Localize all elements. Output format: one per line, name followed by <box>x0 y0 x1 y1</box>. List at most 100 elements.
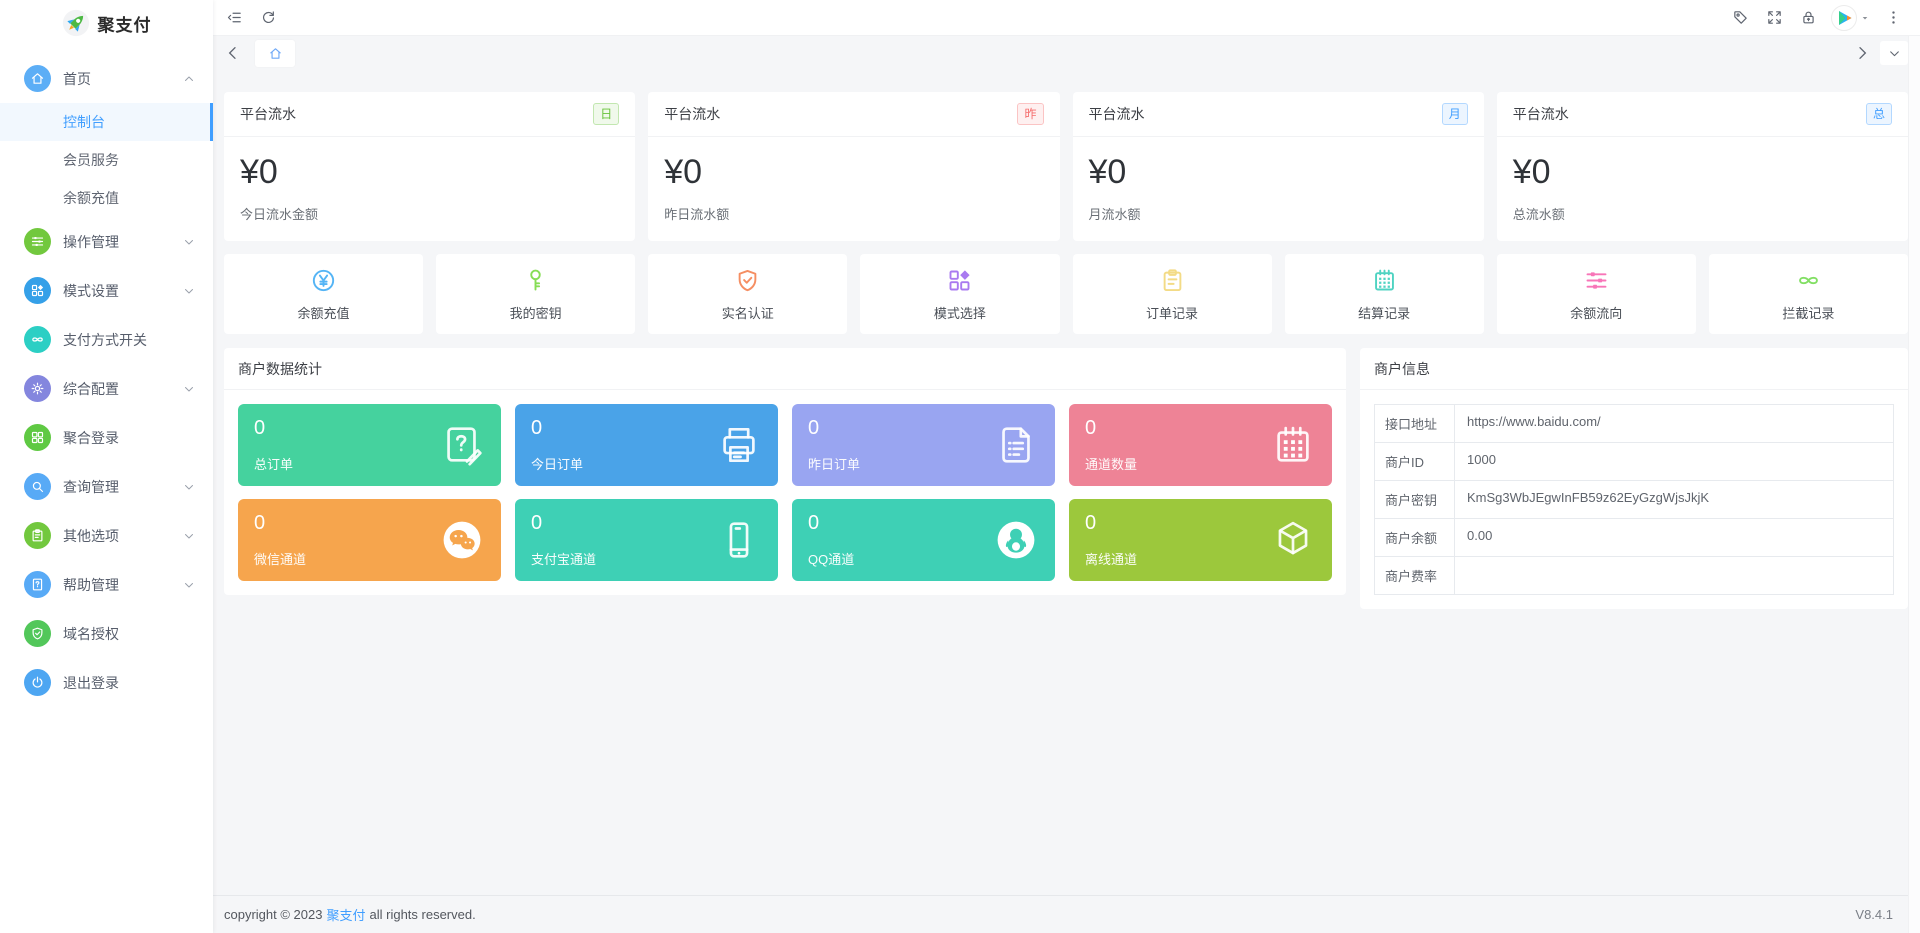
stat-tiles: 0 总订单 0 今日订单 0 昨日订单 0 <box>224 390 1346 595</box>
sidebar-item-label: 首页 <box>63 70 91 87</box>
sidebar-subitem-console[interactable]: 控制台 <box>0 103 213 141</box>
sidebar-item-home[interactable]: 首页 <box>0 54 213 103</box>
fullscreen-icon[interactable] <box>1757 1 1791 35</box>
tile-qq-channel[interactable]: 0 QQ通道 <box>792 499 1055 581</box>
sidebar-item-logout[interactable]: 退出登录 <box>0 658 213 707</box>
stat-caption: 今日流水金额 <box>240 207 319 222</box>
chevron-up-icon <box>183 73 195 85</box>
action-label: 我的密钥 <box>509 305 562 321</box>
sidebar-item-general-config[interactable]: 综合配置 <box>0 364 213 413</box>
tile-label: 支付宝通道 <box>531 552 597 567</box>
tile-label: 离线通道 <box>1085 552 1138 567</box>
period-badge: 昨 <box>1017 103 1044 125</box>
tabbar-right <box>1854 41 1908 65</box>
sidebar-subitem-member-service[interactable]: 会员服务 <box>63 152 119 168</box>
lock-icon[interactable] <box>1791 1 1825 35</box>
rocket-logo-icon <box>62 9 90 37</box>
tile-yesterday-orders[interactable]: 0 昨日订单 <box>792 404 1055 486</box>
card-title: 平台流水 <box>1512 106 1569 122</box>
calendar-icon <box>1270 422 1316 468</box>
tile-value: 0 <box>531 417 543 439</box>
tile-value: 0 <box>254 512 266 534</box>
stat-card-yesterday: 平台流水 昨 ¥0 昨日流水额 <box>648 92 1060 241</box>
stat-value: ¥0 <box>1512 153 1551 191</box>
blocks-icon <box>946 267 973 294</box>
card-title: 平台流水 <box>1088 106 1145 122</box>
action-intercept-records[interactable]: 拦截记录 <box>1708 254 1908 334</box>
tile-value: 0 <box>1085 417 1097 439</box>
sidebar-item-label: 支付方式开关 <box>63 331 147 348</box>
printer-icon <box>716 422 762 468</box>
action-balance-recharge[interactable]: 余额充值 <box>224 254 424 334</box>
action-mode-select[interactable]: 模式选择 <box>860 254 1060 334</box>
table-row: 商户ID 1000 <box>1375 443 1893 481</box>
tile-value: 0 <box>808 417 820 439</box>
merchant-key-value: KmSg3WbJEgwInFB59z62EyGzgWjsJkjK <box>1467 490 1710 505</box>
user-menu[interactable] <box>1825 4 1876 31</box>
main-area: 平台流水 日 ¥0 今日流水金额 平台流水 昨 ¥0 昨日流水额 平台流水 月 ¥0 月流水… <box>213 0 1920 933</box>
avatar <box>1831 4 1857 31</box>
stat-card-total: 平台流水 总 ¥0 总流水额 <box>1496 92 1908 241</box>
chevron-down-icon <box>183 383 195 395</box>
stat-caption: 总流水额 <box>1512 207 1565 222</box>
tab-home[interactable] <box>255 39 295 67</box>
infinity-icon <box>1795 267 1822 294</box>
kebab-menu-icon[interactable] <box>1876 1 1910 35</box>
tag-icon[interactable] <box>1723 1 1757 35</box>
tabs-scroll-right-icon[interactable] <box>1854 45 1870 61</box>
tile-label: 昨日订单 <box>808 457 861 472</box>
sidebar-item-payment-switch[interactable]: 支付方式开关 <box>0 315 213 364</box>
search-icon <box>24 473 51 500</box>
app-logo[interactable]: 聚支付 <box>0 0 213 46</box>
shield-check-icon <box>734 267 761 294</box>
table-row: 接口地址 https://www.baidu.com/ <box>1375 405 1893 443</box>
sidebar-item-operation[interactable]: 操作管理 <box>0 217 213 266</box>
row-label: 商户ID <box>1375 443 1455 480</box>
tile-offline-channel[interactable]: 0 离线通道 <box>1069 499 1332 581</box>
action-real-name-auth[interactable]: 实名认证 <box>648 254 848 334</box>
gear-icon <box>24 375 51 402</box>
sliders-icon <box>1583 267 1610 294</box>
tabs-dropdown-button[interactable] <box>1880 41 1908 65</box>
tile-alipay-channel[interactable]: 0 支付宝通道 <box>515 499 778 581</box>
sidebar-item-help[interactable]: 帮助管理 <box>0 560 213 609</box>
tile-channel-count[interactable]: 0 通道数量 <box>1069 404 1332 486</box>
sidebar-subitem-balance-recharge[interactable]: 余额充值 <box>63 190 119 206</box>
home-icon <box>24 65 51 92</box>
sidebar-item-mode-settings[interactable]: 模式设置 <box>0 266 213 315</box>
phone-icon <box>716 517 762 563</box>
scrollbar-track[interactable] <box>1908 36 1920 933</box>
collapse-menu-icon[interactable] <box>217 1 251 35</box>
sidebar-item-aggregate-login[interactable]: 聚合登录 <box>0 413 213 462</box>
merchant-stats-panel: 商户数据统计 0 总订单 0 今日订单 0 昨日订单 <box>224 348 1346 595</box>
refresh-icon[interactable] <box>251 1 285 35</box>
infinity-icon <box>24 326 51 353</box>
sidebar-item-query[interactable]: 查询管理 <box>0 462 213 511</box>
card-title: 平台流水 <box>664 106 721 122</box>
row-label: 商户余额 <box>1375 519 1455 556</box>
tile-wechat-channel[interactable]: 0 微信通道 <box>238 499 501 581</box>
action-order-records[interactable]: 订单记录 <box>1072 254 1272 334</box>
card-title: 平台流水 <box>240 106 296 122</box>
content: 平台流水 日 ¥0 今日流水金额 平台流水 昨 ¥0 昨日流水额 平台流水 月 ¥0 月流水… <box>213 70 1920 895</box>
sidebar-item-other-options[interactable]: 其他选项 <box>0 511 213 560</box>
help-doc-icon <box>24 571 51 598</box>
row-label: 商户费率 <box>1375 557 1455 594</box>
topbar <box>213 0 1920 36</box>
tile-today-orders[interactable]: 0 今日订单 <box>515 404 778 486</box>
topbar-right <box>1723 1 1910 35</box>
sidebar-item-label: 退出登录 <box>63 674 119 691</box>
document-lines-icon <box>993 422 1039 468</box>
action-my-secret-key[interactable]: 我的密钥 <box>436 254 636 334</box>
calendar-icon <box>1371 267 1398 294</box>
action-label: 结算记录 <box>1358 305 1411 321</box>
action-balance-flow[interactable]: 余额流向 <box>1496 254 1696 334</box>
action-settlement-records[interactable]: 结算记录 <box>1284 254 1484 334</box>
action-label: 余额流向 <box>1570 305 1623 321</box>
sidebar-item-domain-auth[interactable]: 域名授权 <box>0 609 213 658</box>
brand-link[interactable]: 聚支付 <box>326 908 366 923</box>
tile-total-orders[interactable]: 0 总订单 <box>238 404 501 486</box>
panel-title: 商户数据统计 <box>224 348 1346 390</box>
grid-icon <box>24 424 51 451</box>
tabs-scroll-left-icon[interactable] <box>225 45 241 61</box>
